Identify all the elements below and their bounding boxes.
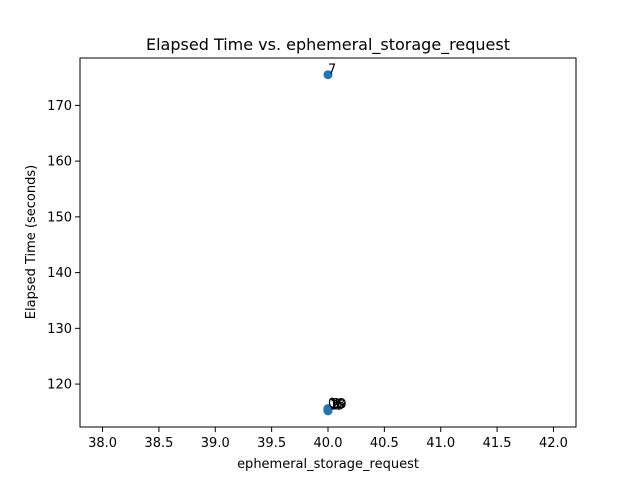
x-tick-label: 40.0 <box>314 436 343 451</box>
x-tick-label: 42.0 <box>539 436 568 451</box>
x-tick-label: 39.0 <box>201 436 230 451</box>
data-point <box>323 70 333 80</box>
point-label: 0 <box>328 397 336 412</box>
x-tick-label: 38.0 <box>88 436 117 451</box>
y-tick-label: 170 <box>47 99 72 114</box>
y-tick-label: 150 <box>47 210 72 225</box>
x-axis: 38.0 38.5 39.0 39.5 40.0 40.5 41.0 41.5 42.0 <box>88 427 568 451</box>
point-label: 2 <box>331 398 339 413</box>
point-label: 8 <box>337 397 345 412</box>
y-tick-label: 140 <box>47 266 72 281</box>
point-label: 6 <box>336 398 344 413</box>
x-tick-label: 40.5 <box>370 436 399 451</box>
y-axis: 120 130 140 150 160 170 <box>47 99 80 393</box>
data-points <box>323 70 333 416</box>
point-label: 9 <box>338 398 346 413</box>
point-label: 7 <box>328 63 336 78</box>
x-tick-label: 41.5 <box>483 436 512 451</box>
point-label: 3 <box>332 397 340 412</box>
x-tick-label: 41.0 <box>426 436 455 451</box>
point-label: 1 <box>329 398 337 413</box>
data-point <box>323 405 333 415</box>
point-label: 4 <box>333 399 341 414</box>
y-tick-label: 120 <box>47 378 72 393</box>
y-tick-label: 130 <box>47 322 72 337</box>
chart-title: Elapsed Time vs. ephemeral_storage_reque… <box>146 35 510 55</box>
x-tick-label: 38.5 <box>144 436 173 451</box>
x-axis-label: ephemeral_storage_request <box>237 457 419 472</box>
point-label: 5 <box>335 398 343 413</box>
plot-frame <box>79 57 577 428</box>
plot-area <box>79 57 577 428</box>
x-tick-label: 39.5 <box>257 436 286 451</box>
y-tick-label: 160 <box>47 155 72 170</box>
y-axis-label: Elapsed Time (seconds) <box>24 165 39 319</box>
